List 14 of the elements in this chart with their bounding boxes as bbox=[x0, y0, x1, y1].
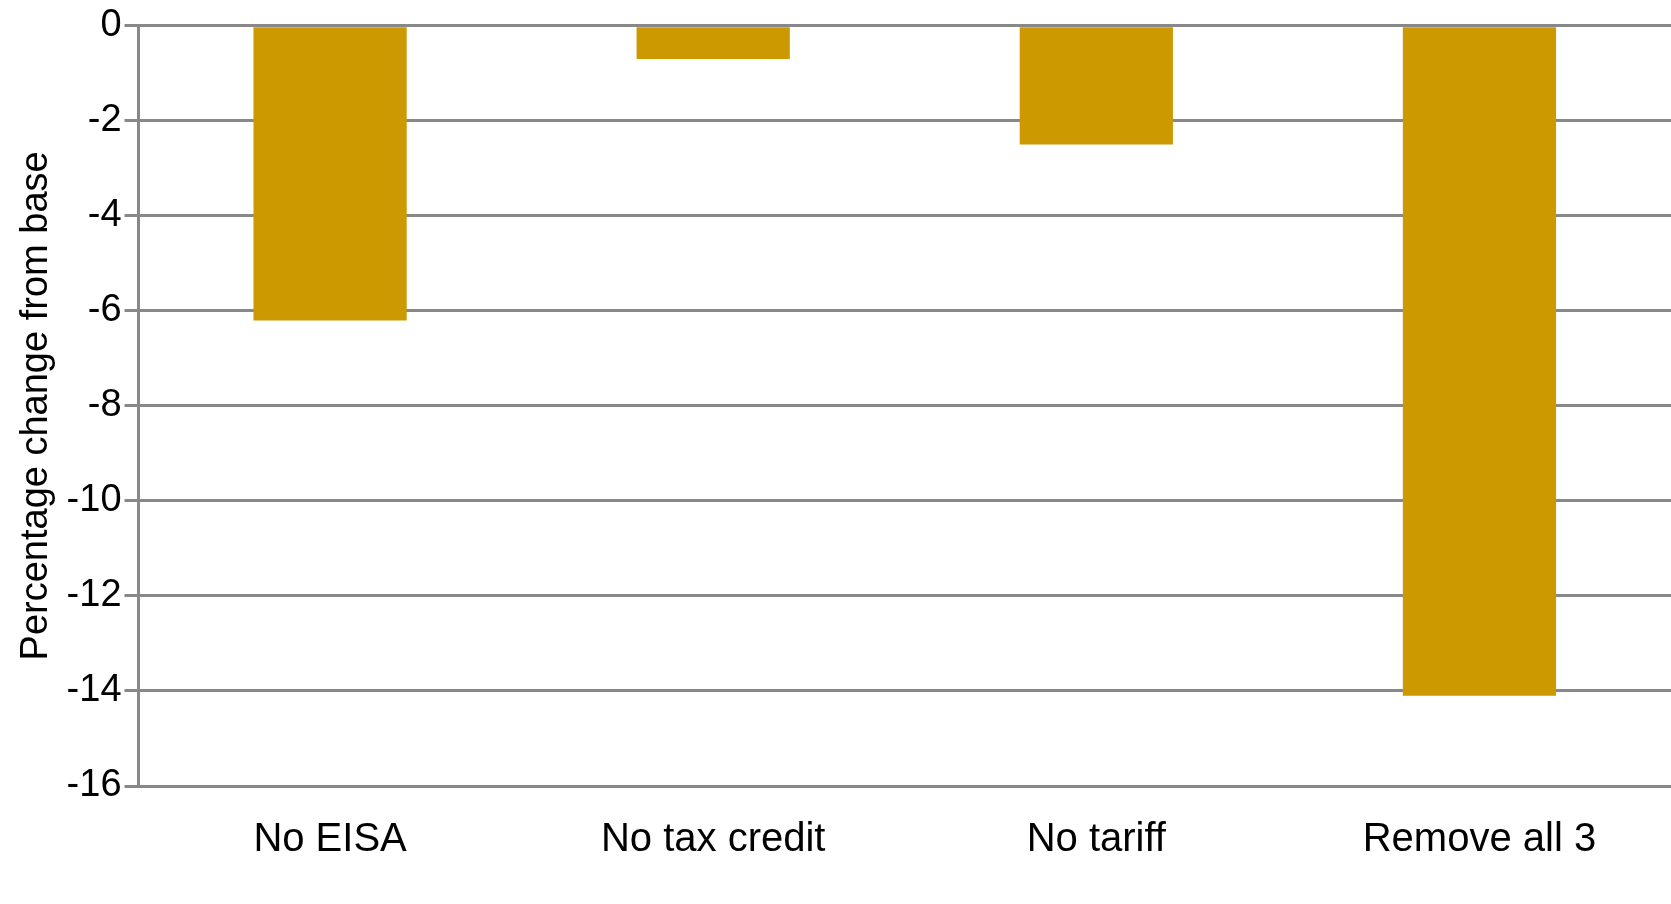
y-tick-label: 0 bbox=[100, 2, 122, 45]
x-tick-label: No tariff bbox=[1026, 815, 1167, 860]
y-axis-title: Percentage change from base bbox=[13, 151, 56, 661]
y-tick-label: -16 bbox=[66, 762, 122, 805]
x-tick-label: No tax credit bbox=[600, 815, 826, 860]
y-tick-label: -14 bbox=[66, 667, 122, 710]
y-tick-label: -12 bbox=[66, 572, 122, 615]
y-tick-label: -10 bbox=[66, 477, 122, 520]
y-tick-label: -4 bbox=[87, 192, 122, 235]
y-tick-label: -6 bbox=[87, 287, 122, 330]
x-tick-label: No EISA bbox=[253, 815, 408, 860]
y-tick-label: -2 bbox=[87, 97, 122, 140]
x-tick-label: Remove all 3 bbox=[1362, 815, 1597, 860]
y-tick-label: -8 bbox=[87, 382, 122, 425]
